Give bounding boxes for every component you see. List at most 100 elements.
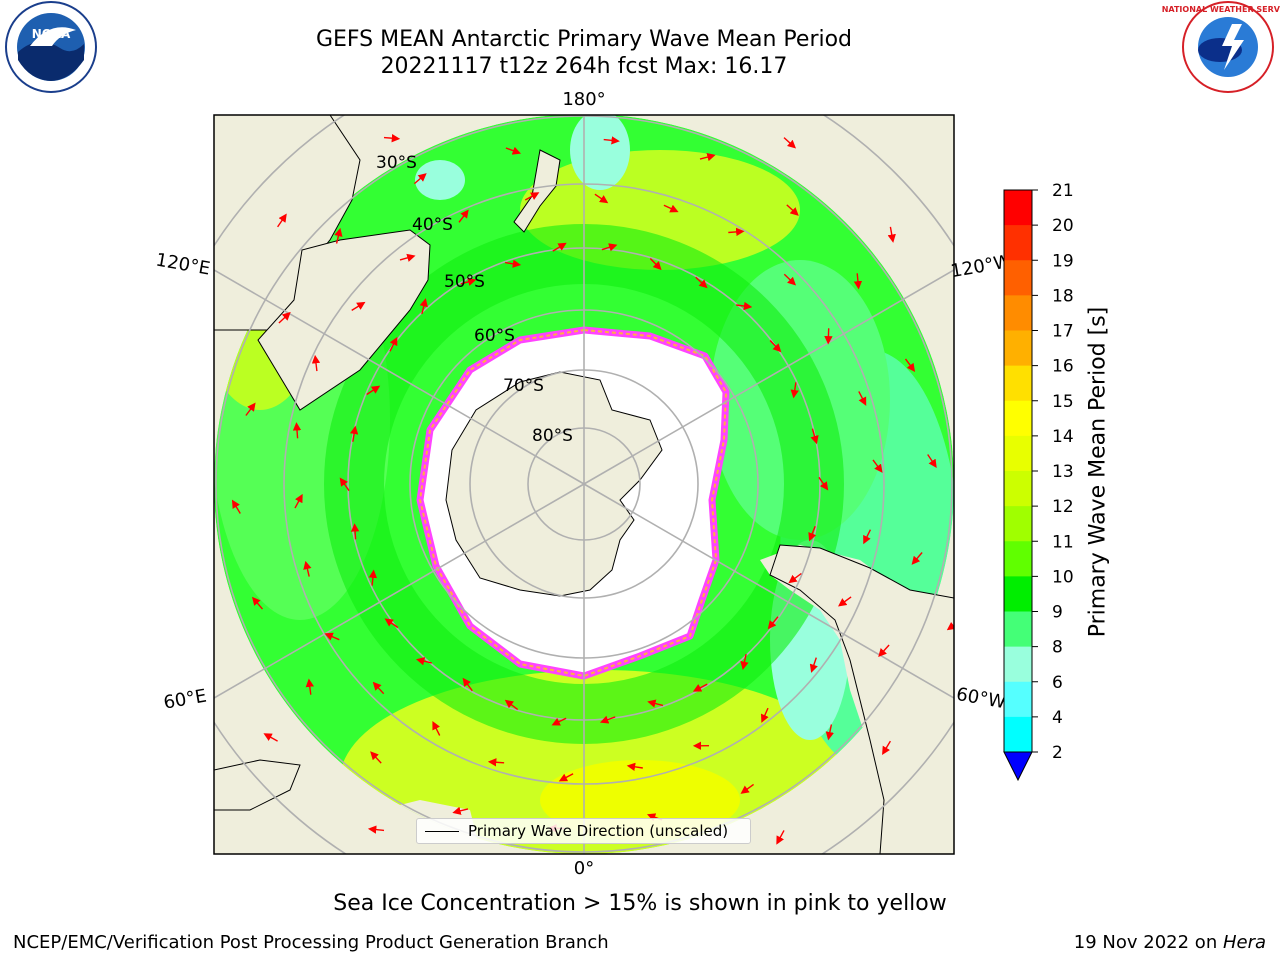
map-legend: Primary Wave Direction (unscaled) (416, 818, 751, 844)
colorbar-segment (1004, 646, 1032, 683)
wave-arrow (552, 242, 567, 252)
wave-arrow (767, 616, 779, 630)
wave-arrow (783, 137, 797, 149)
wave-arrow (432, 721, 441, 736)
wave-arrow (505, 871, 515, 878)
colorbar-segment (1004, 611, 1032, 648)
colorbar-segment (1004, 576, 1032, 612)
colorbar-segment (1004, 471, 1032, 507)
wave-arrow (458, 209, 469, 223)
wave-arrow (334, 227, 343, 244)
legend-line-sample (425, 831, 459, 832)
colorbar-tick-label: 8 (1052, 638, 1063, 658)
wave-arrow (654, 85, 665, 90)
colorbar-tick-label: 12 (1052, 497, 1074, 517)
wave-arrow (663, 204, 679, 213)
lon-label-60e: 60°E (162, 685, 208, 713)
wave-arrow (231, 499, 241, 514)
wave-arrow (810, 428, 819, 445)
wave-arrow (783, 273, 797, 286)
colorbar-segment (1004, 541, 1032, 577)
colorbar-segment (1004, 681, 1032, 718)
lat-label-50s: 50°S (444, 272, 485, 292)
wave-arrow (349, 425, 359, 442)
wave-arrow (790, 382, 799, 399)
colorbar-segment (1004, 506, 1032, 542)
wave-arrow (649, 258, 662, 271)
wave-arrow (960, 347, 968, 356)
wave-arrow (452, 806, 469, 815)
wave-arrow (184, 472, 187, 484)
colorbar-segment (1004, 295, 1032, 331)
wave-arrow (251, 596, 264, 610)
colorbar-tick-label: 21 (1052, 181, 1074, 201)
antarctica (416, 326, 730, 680)
lon-label-180: 180° (562, 89, 605, 110)
wave-arrow (383, 133, 401, 143)
lat-label-70s: 70°S (503, 376, 544, 396)
lat-label-30s: 30°S (376, 153, 417, 173)
wave-arrow (769, 340, 782, 353)
wave-arrow (603, 136, 620, 145)
wave-arrow (647, 699, 664, 708)
wave-arrow (524, 192, 540, 201)
wave-arrow (294, 493, 303, 509)
wave-arrow (809, 657, 818, 673)
lat-label-80s: 80°S (532, 426, 573, 446)
wave-arrow (788, 572, 802, 584)
colorbar-tick-label: 20 (1052, 216, 1074, 236)
nws-logo: NATIONAL WEATHER SERVICE (1162, 1, 1280, 93)
lon-label-60w: 60°W (955, 684, 1008, 713)
wave-direction-arrows (184, 85, 968, 878)
colorbar-segment (1004, 435, 1032, 472)
footer-branch: NCEP/EMC/Verification Post Processing Pr… (13, 932, 609, 953)
wave-arrow (462, 677, 473, 692)
wave-arrow (351, 301, 366, 311)
wave-arrow (205, 336, 208, 348)
wave-arrow (863, 529, 872, 545)
colorbar-segment (1004, 190, 1032, 226)
wave-arrow (825, 724, 834, 741)
sea-ice-caption: Sea Ice Concentration > 15% is shown in … (333, 891, 947, 916)
wave-arrow (904, 358, 916, 372)
wave-arrow (838, 596, 852, 607)
wave-arrow (872, 459, 883, 473)
wave-arrow (292, 422, 302, 439)
wave-arrow (946, 621, 954, 631)
colorbar-tick-label: 6 (1052, 673, 1063, 693)
wave-arrow (278, 311, 291, 324)
colorbar-segment (1004, 716, 1032, 753)
wave-arrow (642, 877, 654, 878)
wave-arrow (505, 146, 522, 155)
colorbar-tick-label: 2 (1052, 743, 1063, 763)
wave-arrow (245, 402, 256, 416)
nws-logo-text: NATIONAL WEATHER SERVICE (1162, 5, 1280, 14)
wave-arrow (736, 301, 753, 311)
map-title: GEFS MEAN Antarctic Primary Wave Mean Pe… (315, 27, 853, 52)
colorbar-tick-label: 17 (1052, 322, 1074, 342)
wave-arrow (368, 569, 378, 586)
wave-arrow (692, 683, 708, 692)
wave-arrow (551, 717, 567, 726)
wave-arrow (413, 173, 427, 185)
wave-arrow (305, 678, 314, 695)
legend-label: Primary Wave Direction (unscaled) (468, 822, 729, 840)
wave-arrow (504, 699, 519, 711)
colorbar-extend-triangle (1003, 751, 1033, 782)
wave-arrow (882, 740, 891, 755)
wave-arrow (504, 259, 522, 268)
colorbar-tick-label: 15 (1052, 392, 1074, 412)
wave-arrow (808, 526, 817, 542)
noaa-logo: NOAA (5, 1, 97, 93)
colorbar-tick-label: 18 (1052, 286, 1074, 306)
wave-arrow (601, 243, 618, 252)
wave-arrow (487, 758, 505, 767)
wave-arrow (558, 773, 574, 782)
wave-arrow (419, 298, 428, 315)
colorbar-segment (1004, 365, 1032, 402)
wave-arrow (339, 477, 350, 492)
lat-label-40s: 40°S (412, 215, 453, 235)
footer-machine: Hera (1222, 932, 1266, 953)
wave-arrow (911, 552, 923, 565)
